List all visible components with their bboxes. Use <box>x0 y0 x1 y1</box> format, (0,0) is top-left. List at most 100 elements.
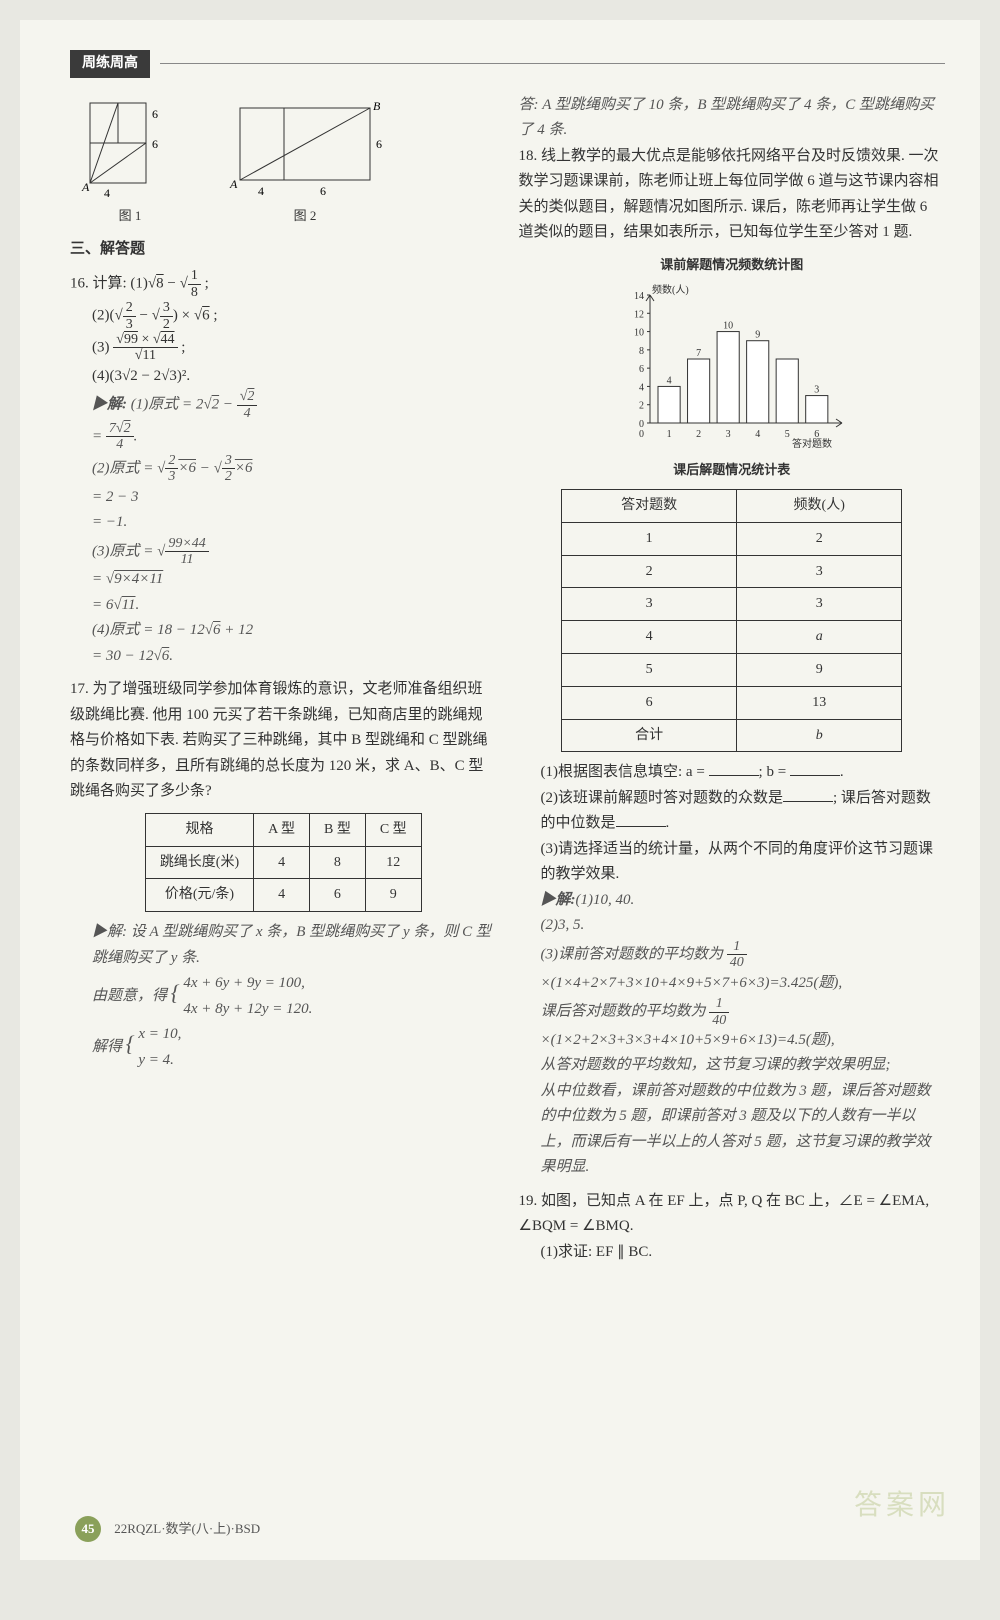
q17-r1c0: 价格(元/条) <box>145 879 253 912</box>
q18-stem: 18. 线上教学的最大优点是能够依托网络平台及时反馈效果. 一次数学习题课课前，… <box>519 144 946 246</box>
figure-2-caption: 图 2 <box>220 205 390 227</box>
left-column: A 4 6 6 图 1 A B 4 6 <box>70 93 497 1274</box>
q16-stem: 16. 计算: (1)√8 − √18 ; <box>70 268 497 300</box>
svg-text:B: B <box>373 99 381 113</box>
q17-r0c1: 4 <box>254 846 310 879</box>
q18-t2-r2c0: 3 <box>562 588 737 621</box>
two-columns: A 4 6 6 图 1 A B 4 6 <box>70 93 945 1274</box>
q16-p2: (2)(√23 − √32) × √6 ; <box>92 300 497 332</box>
svg-text:5: 5 <box>784 429 789 440</box>
svg-text:6: 6 <box>152 137 158 151</box>
q18-sub1: (1)根据图表信息填空: a = ; b = . <box>541 760 946 786</box>
svg-text:9: 9 <box>755 330 760 341</box>
question-16: 16. 计算: (1)√8 − √18 ; (2)(√23 − √32) × √… <box>70 268 497 669</box>
svg-text:14: 14 <box>634 291 644 302</box>
figure-2-svg: A B 4 6 6 <box>220 93 390 203</box>
svg-text:A: A <box>229 177 238 191</box>
q18-bar-chart: 02468101214417210394536频数(人)答对题数0 <box>612 281 852 451</box>
svg-text:10: 10 <box>723 320 733 331</box>
figure-1-svg: A 4 6 6 <box>70 93 190 203</box>
svg-text:10: 10 <box>634 327 644 338</box>
svg-text:4: 4 <box>755 429 760 440</box>
q19-stem: 19. 如图，已知点 A 在 EF 上，点 P, Q 在 BC 上，∠E = ∠… <box>519 1189 946 1240</box>
q18-sub1a: (1)根据图表信息填空: a = <box>541 764 709 780</box>
figures-row: A 4 6 6 图 1 A B 4 6 <box>70 93 497 227</box>
q18-chart-title: 课前解题情况频数统计图 <box>519 254 946 276</box>
q18-a3d: 从中位数看，课前答对题数的中位数为 3 题，课后答对题数的中位数为 5 题，即课… <box>541 1079 946 1181</box>
svg-text:6: 6 <box>152 107 158 121</box>
q17-ans-top: 答: A 型跳绳购买了 10 条，B 型跳绳购买了 4 条，C 型跳绳购买了 4… <box>519 93 946 144</box>
section-3-heading: 三、解答题 <box>70 237 497 263</box>
q16-a4a: (4)原式 = 18 − 12√6 + 12 <box>92 618 497 644</box>
q16-a3a: (3)原式 = √99×4411 <box>92 536 497 568</box>
svg-text:12: 12 <box>634 309 644 320</box>
q16-p3: (3) √99 × √44√11 ; <box>92 332 497 364</box>
q17-th-2: B 型 <box>309 813 365 846</box>
svg-text:4: 4 <box>639 382 644 393</box>
q18-a3c: 从答对题数的平均数知，这节复习课的教学效果明显; <box>541 1053 946 1079</box>
q18-sub1b: ; b = <box>759 764 790 780</box>
svg-text:4: 4 <box>258 184 264 198</box>
q16-a2c: = −1. <box>92 510 497 536</box>
q18-sub2c: . <box>666 815 670 831</box>
q16-p4: (4)(3√2 − 2√3)². <box>92 364 497 390</box>
svg-text:4: 4 <box>104 186 110 200</box>
figure-2: A B 4 6 6 图 2 <box>220 93 390 227</box>
q17-ans-p3-label: 解得 <box>92 1039 122 1055</box>
blank-median[interactable] <box>616 813 666 827</box>
q17-ans-p2-label: 由题意，得 <box>92 988 167 1004</box>
q17-eq2: 4x + 8y + 12y = 120. <box>183 997 312 1023</box>
svg-text:4: 4 <box>666 375 671 386</box>
q17-ans-p2: 由题意，得 { 4x + 6y + 9y = 100, 4x + 8y + 12… <box>92 971 497 1022</box>
q18-table2-title: 课后解题情况统计表 <box>519 459 946 481</box>
header: 周练周高 <box>70 50 945 78</box>
right-column: 答: A 型跳绳购买了 10 条，B 型跳绳购买了 4 条，C 型跳绳购买了 4… <box>519 93 946 1274</box>
figure-1-caption: 图 1 <box>70 205 190 227</box>
blank-b[interactable] <box>790 762 840 776</box>
q18-t2-r5c0: 6 <box>562 686 737 719</box>
q18-t2-r5c1: 13 <box>737 686 902 719</box>
svg-text:6: 6 <box>376 137 382 151</box>
question-18: 18. 线上教学的最大优点是能够依托网络平台及时反馈效果. 一次数学习题课课前，… <box>519 144 946 1181</box>
svg-text:0: 0 <box>639 429 644 440</box>
q17-ans-p3: 解得 { x = 10, y = 4. <box>92 1022 497 1073</box>
page-number: 45 <box>75 1516 101 1542</box>
q18-t2-h1: 频数(人) <box>737 489 902 522</box>
svg-text:2: 2 <box>639 401 644 412</box>
svg-text:答对题数: 答对题数 <box>792 437 832 450</box>
svg-text:6: 6 <box>639 364 644 375</box>
q18-t2-r1c1: 3 <box>737 555 902 588</box>
q16-a3c: = 6√11. <box>92 593 497 619</box>
q16-a1b: = 7√24. <box>92 421 497 453</box>
svg-text:6: 6 <box>320 184 326 198</box>
q17-th-0: 规格 <box>145 813 253 846</box>
q17-r1c2: 6 <box>309 879 365 912</box>
q18-sub2a: (2)该班课前解题时答对题数的众数是 <box>541 790 784 806</box>
q18-sub3: (3)请选择适当的统计量，从两个不同的角度评价这节习题课的教学效果. <box>541 837 946 888</box>
figure-1: A 4 6 6 图 1 <box>70 93 190 227</box>
blank-mode[interactable] <box>783 788 833 802</box>
q17-stem: 17. 为了增强班级同学参加体育锻炼的意识，文老师准备组织班级跳绳比赛. 他用 … <box>70 677 497 805</box>
q16-answer: ▶解: (1)原式 = 2√2 − √24 <box>92 389 497 421</box>
q18-t2-r3c1: a <box>737 621 902 654</box>
svg-text:8: 8 <box>639 346 644 357</box>
q18-solve-prefix: ▶解: <box>541 892 576 908</box>
footer-code: 22RQZL·数学(八·上)·BSD <box>114 1521 260 1536</box>
q18-a3b: 课后答对题数的平均数为 140×(1×2+2×3+3×3+4×10+5×9+6×… <box>541 996 946 1053</box>
q17-sol2: y = 4. <box>138 1048 181 1074</box>
blank-a[interactable] <box>709 762 759 776</box>
q18-t2-r2c1: 3 <box>737 588 902 621</box>
q18-a2: (2)3, 5. <box>541 913 946 939</box>
q18-t2-r3c0: 4 <box>562 621 737 654</box>
q17-r1c3: 9 <box>365 879 421 912</box>
question-17: 17. 为了增强班级同学参加体育锻炼的意识，文老师准备组织班级跳绳比赛. 他用 … <box>70 677 497 1073</box>
q18-t2-r6c1: b <box>737 719 902 752</box>
q17-th-1: A 型 <box>254 813 310 846</box>
watermark: 答案网 <box>854 1482 950 1530</box>
q18-t2-r4c1: 9 <box>737 653 902 686</box>
svg-text:3: 3 <box>725 429 730 440</box>
page: 周练周高 A 4 6 6 图 <box>20 20 980 1560</box>
q16-a2a: (2)原式 = √23×6 − √32×6 <box>92 453 497 485</box>
q18-a3a: (3)课前答对题数的平均数为 140×(1×4+2×7+3×10+4×9+5×7… <box>541 939 946 996</box>
svg-text:3: 3 <box>814 384 819 395</box>
